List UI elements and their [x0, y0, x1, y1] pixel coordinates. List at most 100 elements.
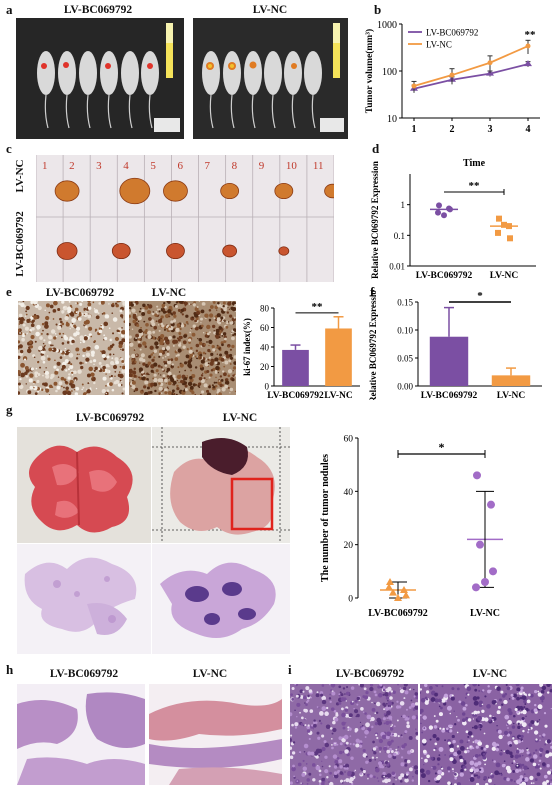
texture-dot — [219, 382, 222, 385]
texture-dot — [36, 324, 41, 330]
texture-dot — [392, 690, 396, 695]
texture-dot — [34, 392, 38, 395]
legend-label-0: LV-BC069792 — [426, 28, 478, 38]
texture-dot — [157, 324, 160, 326]
texture-dot — [31, 327, 35, 331]
texture-dot — [537, 763, 540, 766]
texture-dot — [331, 691, 336, 696]
texture-dot — [116, 329, 120, 333]
texture-dot — [179, 335, 183, 340]
texture-dot — [292, 767, 295, 770]
texture-dot — [463, 684, 466, 686]
texture-dot — [415, 728, 417, 730]
texture-dot — [82, 340, 86, 343]
texture-dot — [528, 753, 532, 757]
texture-dot — [183, 381, 185, 384]
texture-dot — [188, 349, 193, 354]
texture-dot — [456, 731, 459, 734]
texture-dot — [61, 311, 64, 314]
texture-dot — [318, 769, 322, 773]
texture-dot — [229, 320, 234, 325]
texture-dot — [140, 353, 145, 358]
texture-dot — [101, 389, 106, 394]
texture-dot — [492, 700, 497, 704]
texture-dot — [452, 739, 456, 744]
column-number: 1 — [42, 160, 48, 172]
texture-dot — [77, 369, 82, 374]
texture-dot — [539, 695, 545, 701]
texture-dot — [234, 303, 236, 308]
texture-dot — [517, 722, 520, 726]
texture-dot — [423, 727, 426, 729]
texture-dot — [371, 756, 375, 759]
texture-dot — [113, 381, 117, 385]
texture-dot — [119, 309, 123, 313]
texture-dot — [503, 760, 506, 763]
texture-dot — [85, 361, 88, 364]
texture-dot — [400, 734, 403, 737]
texture-dot — [34, 340, 37, 343]
texture-dot — [519, 737, 521, 739]
texture-dot — [521, 695, 527, 700]
texture-dot — [439, 727, 442, 730]
texture-dot — [153, 362, 158, 367]
texture-dot — [224, 384, 229, 389]
texture-dot — [487, 685, 490, 688]
texture-dot — [25, 375, 29, 378]
texture-dot — [154, 313, 158, 317]
texture-dot — [214, 334, 217, 338]
texture-dot — [474, 714, 478, 717]
texture-dot — [209, 305, 214, 309]
texture-dot — [164, 348, 167, 352]
texture-dot — [143, 391, 149, 395]
texture-dot — [324, 755, 328, 759]
texture-dot — [378, 746, 383, 751]
texture-dot — [506, 686, 511, 691]
texture-dot — [474, 697, 477, 701]
texture-dot — [158, 355, 161, 358]
texture-dot — [290, 738, 292, 742]
texture-dot — [453, 751, 458, 757]
texture-dot — [110, 338, 113, 341]
texture-dot — [374, 693, 378, 697]
texture-dot — [507, 727, 509, 729]
data-point — [389, 588, 397, 596]
texture-dot — [397, 745, 400, 749]
texture-dot — [223, 319, 225, 322]
bar — [282, 349, 309, 386]
texture-dot — [432, 734, 437, 739]
texture-dot — [375, 701, 381, 707]
texture-dot — [290, 712, 293, 717]
texture-dot — [371, 701, 373, 704]
texture-dot — [104, 314, 110, 319]
texture-dot — [20, 372, 26, 378]
texture-dot — [57, 325, 62, 330]
texture-dot — [174, 304, 178, 308]
texture-dot — [539, 754, 543, 757]
texture-dot — [290, 693, 293, 696]
texture-dot — [18, 313, 23, 318]
texture-dot — [207, 362, 210, 365]
texture-dot — [168, 377, 170, 380]
texture-dot — [318, 707, 320, 709]
texture-dot — [464, 750, 468, 754]
texture-dot — [493, 760, 496, 763]
texture-dot — [18, 391, 21, 395]
texture-dot — [505, 749, 510, 755]
texture-dot — [331, 744, 333, 746]
texture-dot — [105, 392, 107, 395]
texture-dot — [415, 716, 418, 720]
texture-dot — [429, 686, 433, 690]
texture-dot — [529, 758, 535, 763]
texture-dot — [164, 364, 168, 367]
texture-dot — [68, 301, 71, 303]
texture-dot — [23, 368, 25, 370]
texture-dot — [227, 374, 231, 378]
texture-dot — [460, 768, 464, 773]
texture-dot — [411, 750, 413, 752]
texture-dot — [299, 689, 303, 694]
texture-dot — [71, 318, 77, 323]
texture-dot — [228, 308, 230, 310]
texture-dot — [170, 358, 174, 362]
